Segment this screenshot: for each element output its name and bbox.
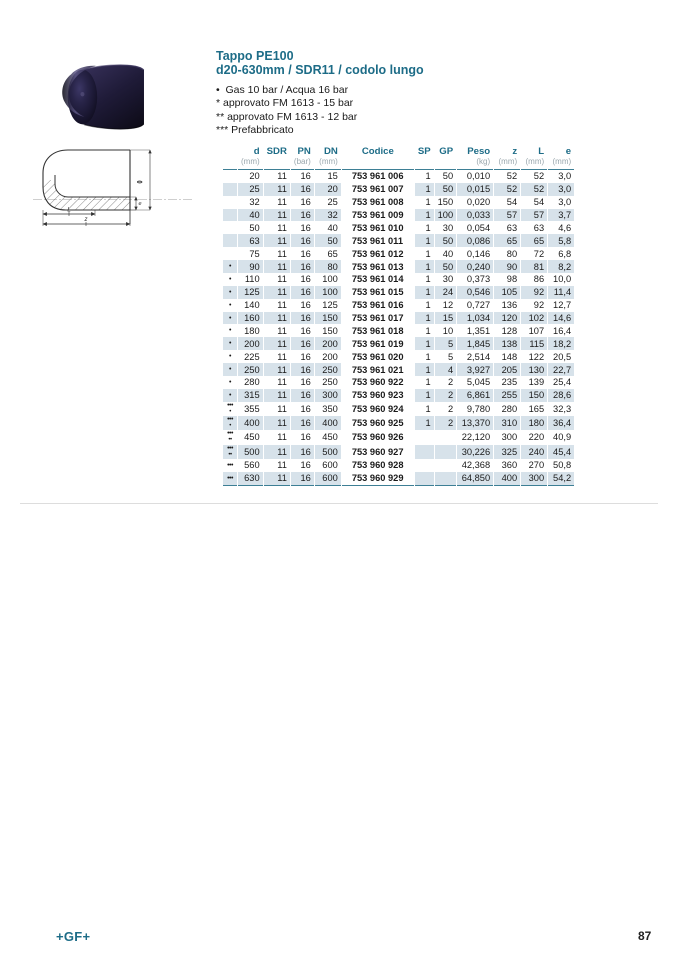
- svg-text:L: L: [67, 208, 70, 214]
- svg-text:z: z: [84, 217, 88, 223]
- svg-text:e: e: [138, 201, 141, 207]
